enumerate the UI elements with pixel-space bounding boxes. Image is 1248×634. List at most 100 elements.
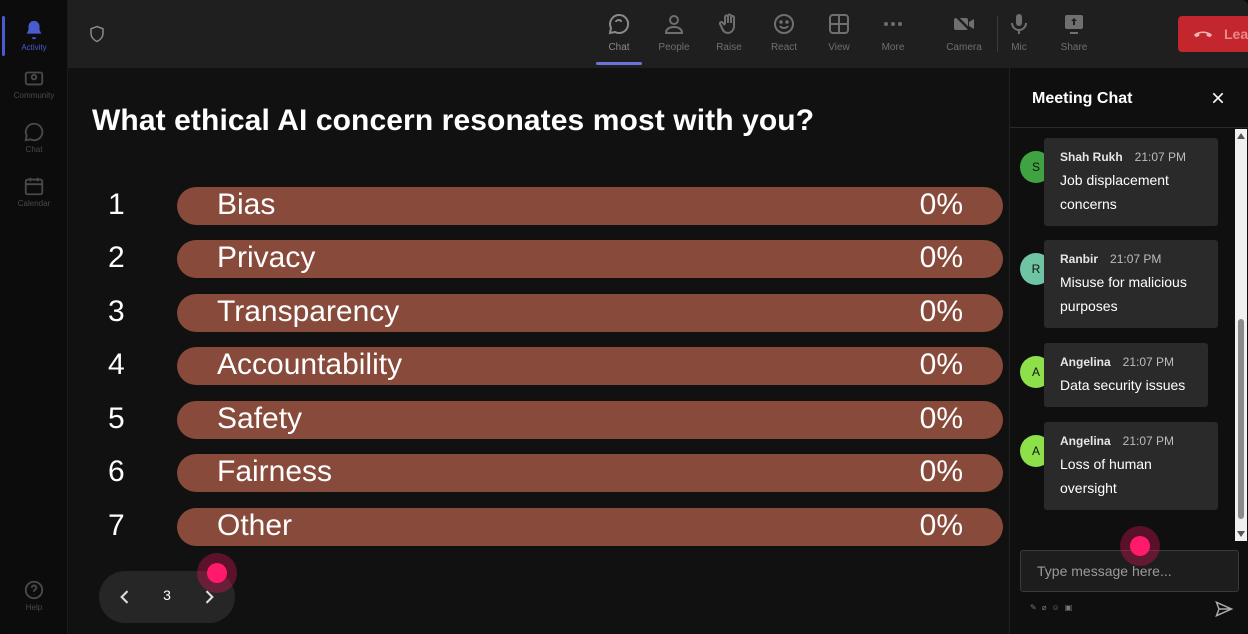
react-button-label: React [770, 42, 798, 53]
rail-label-chat: Chat [25, 144, 43, 154]
format-toolbar: ✎ ⌀ ☺ ▣ [1030, 603, 1072, 612]
avatar-initial: R [1031, 262, 1041, 276]
option-percentage: 0% [919, 402, 963, 435]
toolbar-separator [997, 16, 998, 52]
more-button[interactable]: More [868, 10, 918, 60]
rail-label-community: Community [13, 90, 55, 100]
format-icon[interactable]: ✎ [1030, 603, 1037, 612]
message-bubble: Angelina 21:07 PM Data security issues [1044, 343, 1208, 407]
chat-scrollbar[interactable] [1235, 129, 1247, 541]
option-label: Privacy [217, 241, 316, 274]
rail-label-help: Help [25, 602, 43, 612]
hand-icon [718, 13, 735, 35]
message-author: Angelina [1060, 355, 1111, 369]
message-time: 21:07 PM [1122, 434, 1175, 448]
people-button[interactable]: People [649, 10, 699, 60]
message-line: Misuse for malicious [1060, 274, 1187, 290]
leave-button[interactable]: Leave [1178, 16, 1248, 52]
rail-item-help[interactable]: Help [0, 568, 68, 622]
chevron-left-icon[interactable] [115, 587, 135, 607]
option-number: 5 [108, 402, 125, 435]
option-percentage: 0% [919, 509, 963, 542]
chat-header: Meeting Chat [1010, 68, 1248, 128]
option-percentage: 0% [919, 295, 963, 328]
message-author: Ranbir [1060, 252, 1099, 266]
leave-button-label: Leave [1224, 26, 1248, 42]
poll-question: What ethical AI concern resonates most w… [92, 104, 815, 137]
rail-item-chat[interactable]: Chat [0, 110, 68, 164]
share-button[interactable]: Share [1049, 10, 1099, 60]
more-button-label: More [881, 42, 905, 53]
close-icon[interactable] [1210, 90, 1226, 106]
chevron-right-icon[interactable] [199, 587, 219, 607]
raise-hand-button[interactable]: Raise [704, 10, 754, 60]
option-bar[interactable]: Accountability 0% [177, 347, 1003, 385]
avatar-initial: A [1031, 365, 1040, 379]
option-bar[interactable]: Safety 0% [177, 401, 1003, 439]
chat-panel: Meeting Chat S Shah Rukh 21:07 PM Job dis… [1009, 68, 1248, 634]
chat-bubble-icon [24, 122, 44, 141]
emoji-icon[interactable]: ☺ [1051, 603, 1060, 612]
cursor-indicator [197, 553, 237, 593]
attach-icon[interactable]: ⌀ [1041, 603, 1047, 612]
option-percentage: 0% [919, 348, 963, 381]
left-rail: Activity Community Chat Calendar Help [0, 0, 68, 634]
smiley-icon [774, 14, 794, 34]
camera-off-icon [954, 14, 974, 34]
share-button-label: Share [1060, 42, 1088, 53]
rail-item-community[interactable]: Community [0, 56, 68, 110]
send-icon[interactable] [1214, 599, 1234, 619]
scrollbar-thumb[interactable] [1238, 319, 1244, 519]
message-bubble: Ranbir 21:07 PM Misuse for malicious purpo… [1044, 240, 1218, 328]
chat-button-label: Chat [608, 42, 630, 53]
message-line: oversight [1060, 480, 1117, 496]
option-number: 6 [108, 455, 125, 488]
message-line: Loss of human [1060, 456, 1152, 472]
chat-button[interactable]: Chat [594, 10, 644, 60]
message-bubble: Angelina 21:07 PM Loss of human oversight [1044, 422, 1218, 510]
page-number: 3 [163, 587, 171, 603]
option-label: Bias [217, 188, 276, 221]
people-button-label: People [658, 42, 690, 53]
option-label: Accountability [217, 348, 403, 381]
gif-icon[interactable]: ▣ [1064, 603, 1073, 612]
rail-label-calendar: Calendar [17, 198, 51, 208]
microphone-icon [1011, 14, 1027, 34]
react-button[interactable]: React [759, 10, 809, 60]
shield-icon[interactable] [88, 24, 106, 44]
view-button[interactable]: View [814, 10, 864, 60]
option-label: Transparency [217, 295, 400, 328]
option-number: 4 [108, 348, 125, 381]
option-bar[interactable]: Transparency 0% [177, 294, 1003, 332]
option-number: 1 [108, 188, 125, 221]
grid-icon [829, 14, 849, 34]
option-label: Other [217, 509, 293, 542]
avatar-initial: A [1031, 444, 1040, 458]
option-bar[interactable]: Other 0% [177, 508, 1003, 546]
message-author: Angelina [1060, 434, 1111, 448]
help-icon [24, 580, 44, 599]
message-author: Shah Rukh [1060, 150, 1123, 164]
option-bar[interactable]: Bias 0% [177, 187, 1003, 225]
message-text: Misuse for malicious purposes [1060, 270, 1202, 318]
chat-icon [608, 13, 630, 35]
scroll-down-arrow-icon[interactable] [1237, 531, 1245, 537]
avatar-initial: S [1031, 160, 1040, 174]
rail-item-activity[interactable]: Activity [0, 8, 68, 62]
mic-button-label: Mic [1011, 42, 1027, 53]
meeting-toolbar: Chat People Raise React View More Camera [68, 0, 1248, 68]
option-bar[interactable]: Fairness 0% [177, 454, 1003, 492]
camera-button[interactable]: Camera [939, 10, 989, 60]
mic-button[interactable]: Mic [994, 10, 1044, 60]
chat-title: Meeting Chat [1032, 90, 1133, 107]
hang-up-icon [1193, 31, 1213, 38]
bell-icon [26, 20, 42, 39]
rail-item-calendar[interactable]: Calendar [0, 164, 68, 218]
scroll-up-arrow-icon[interactable] [1237, 133, 1245, 139]
option-bar[interactable]: Privacy 0% [177, 240, 1003, 278]
message-text: Loss of human oversight [1060, 452, 1202, 500]
message-input[interactable] [1020, 550, 1239, 592]
chat-messages[interactable]: S Shah Rukh 21:07 PM Job displacement conc… [1010, 129, 1235, 541]
option-label: Safety [217, 402, 303, 435]
